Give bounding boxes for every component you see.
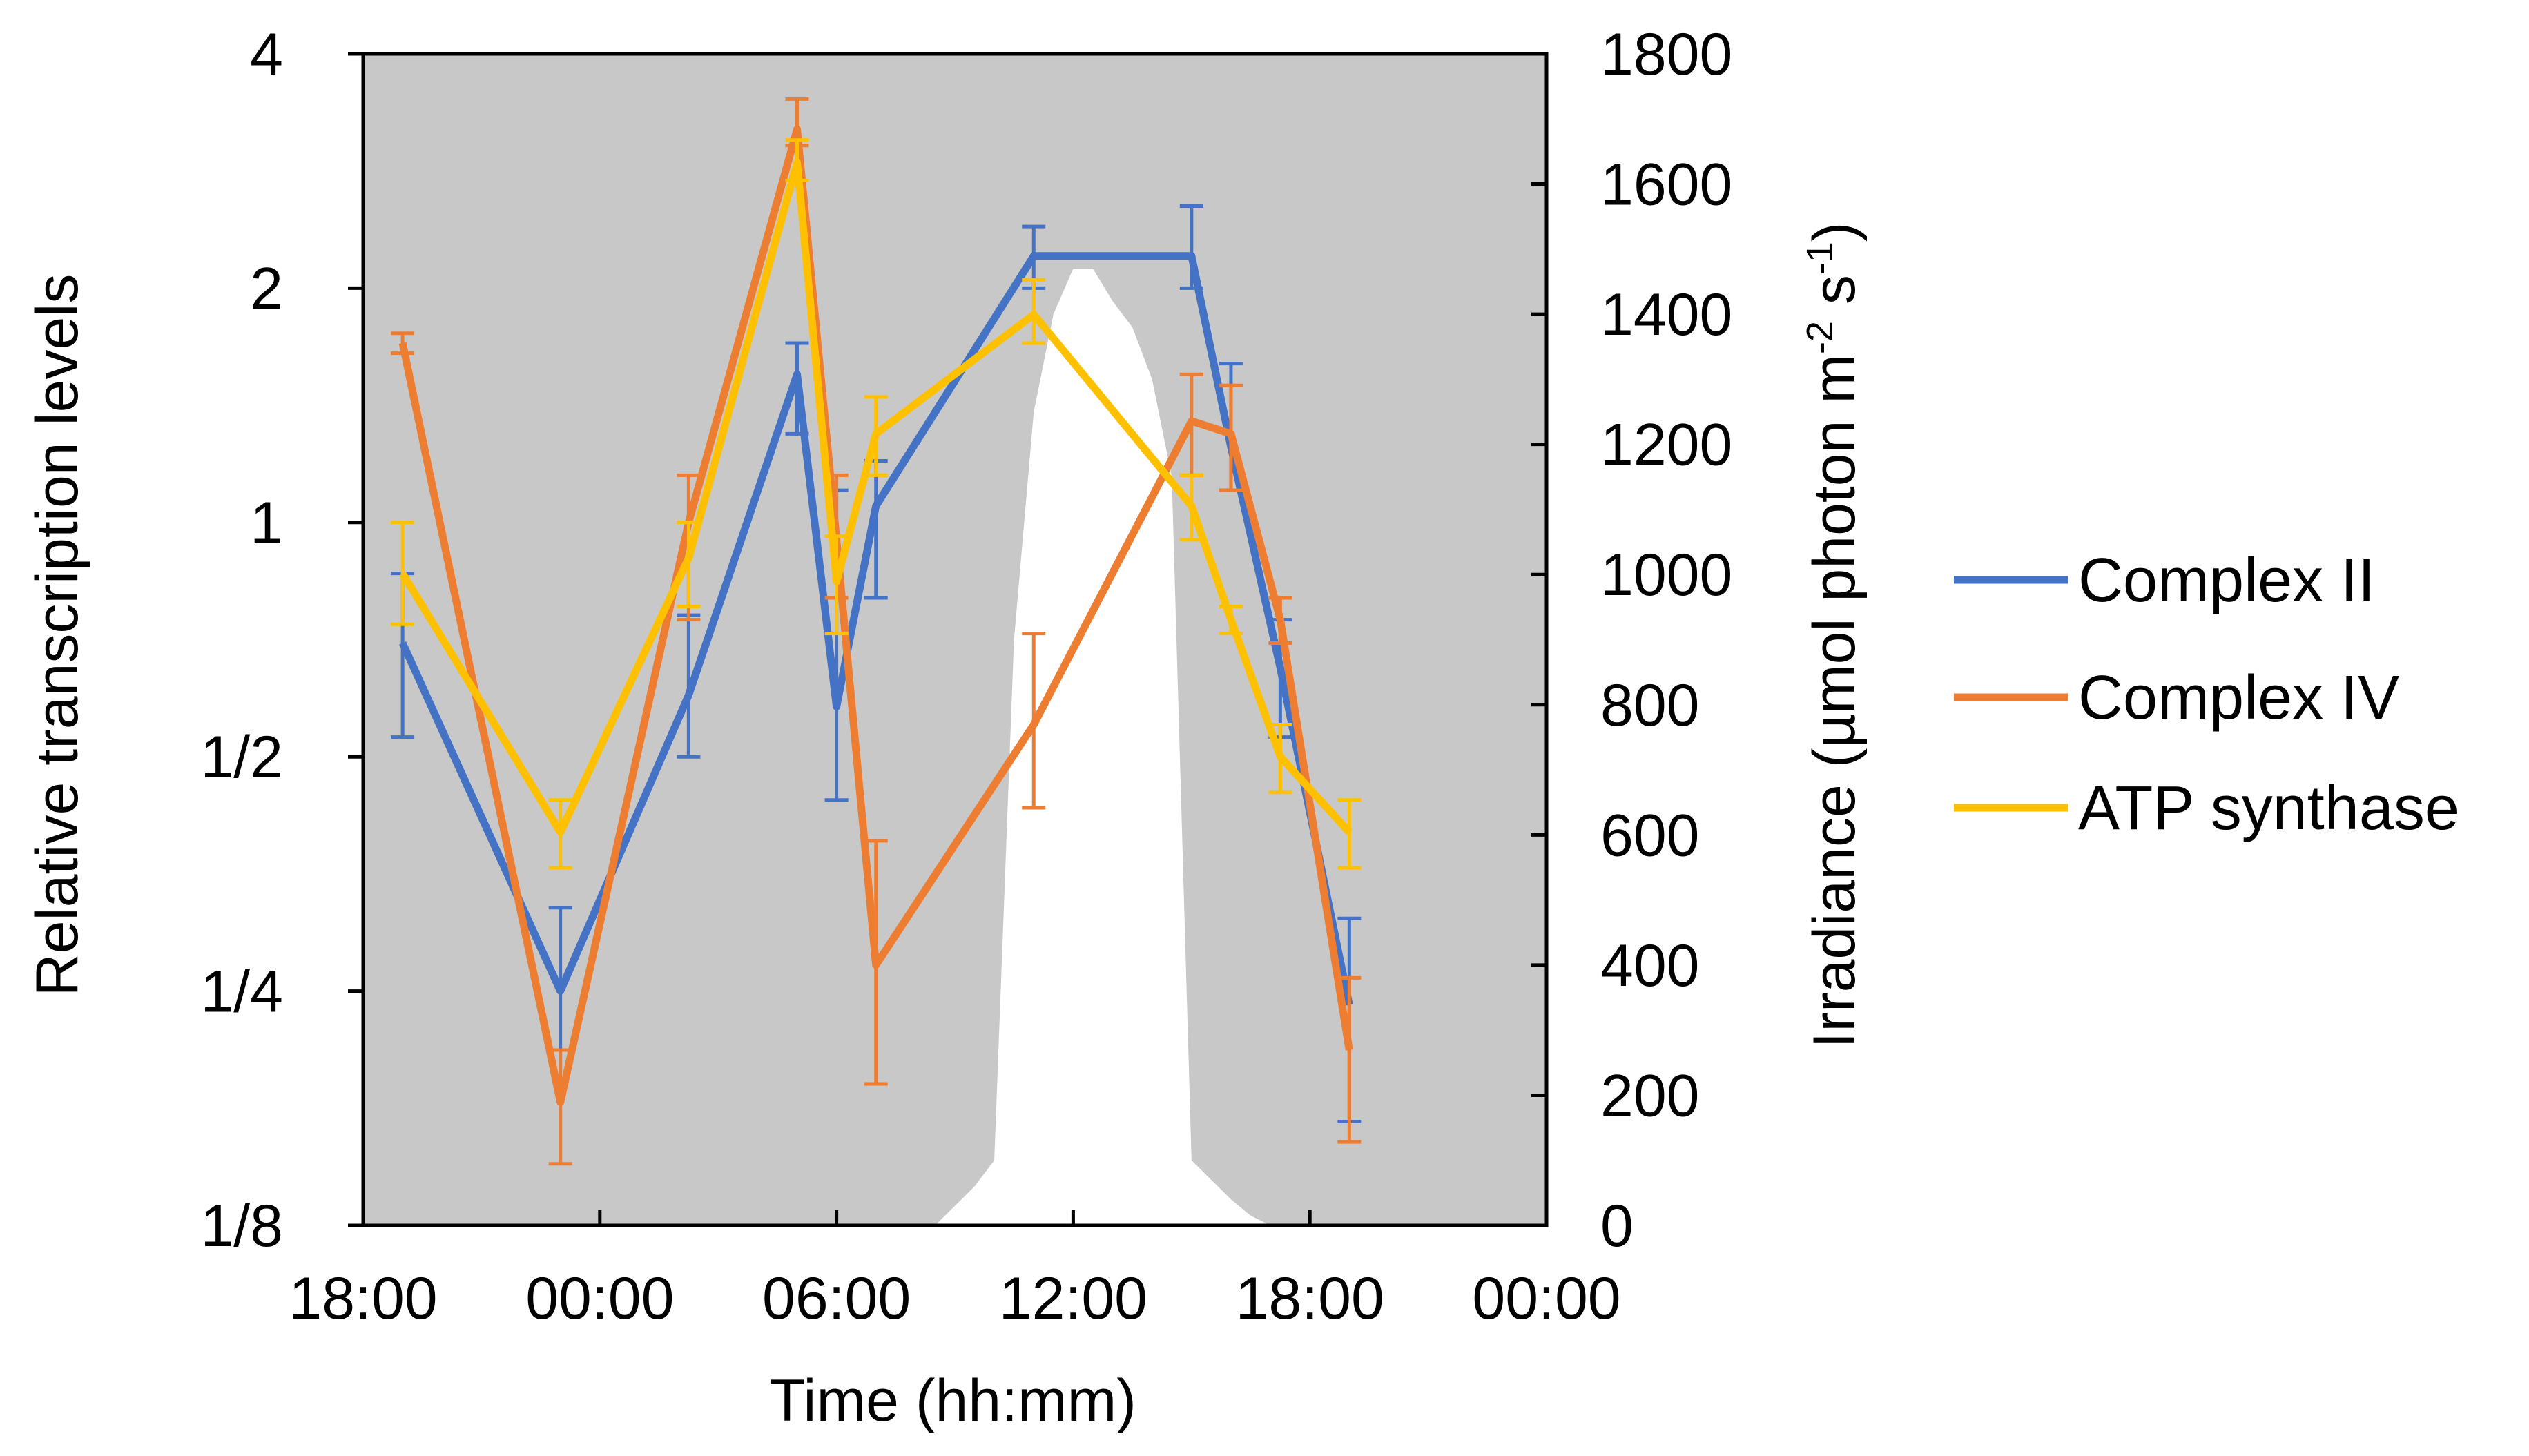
y-tick-label: 1 — [250, 490, 283, 556]
y2-axis-title-part-2: s — [1801, 275, 1868, 321]
legend-item-complex-iv: Complex IV — [1954, 663, 2399, 732]
data-point-complex-iv — [1279, 619, 1281, 621]
x-tick-label: 00:00 — [1472, 1265, 1620, 1332]
y2-axis-title-sup-2: -1 — [1799, 242, 1841, 275]
y2-axis-title: Irradiance (µmol photon m-2 s-1) — [1799, 222, 1868, 1048]
plot-frame — [361, 52, 1549, 1227]
y2-axis-title-part-3: ) — [1801, 222, 1868, 242]
data-point-atp-synthase — [1230, 619, 1232, 621]
data-point-atp-synthase — [402, 572, 404, 574]
data-point-complex-ii — [1033, 255, 1035, 257]
data-point-complex-ii — [1190, 255, 1192, 257]
data-point-atp-synthase — [1279, 756, 1281, 758]
data-point-atp-synthase — [875, 433, 877, 435]
irradiance-area — [935, 269, 1271, 1226]
error-bar-atp-synthase — [1337, 798, 1362, 870]
series-complex-iv — [391, 97, 1362, 1166]
data-point-complex-ii — [402, 642, 404, 644]
data-point-atp-synthase — [796, 162, 798, 164]
data-point-complex-ii — [796, 373, 798, 376]
x-tick-label: 18:00 — [1236, 1265, 1384, 1332]
data-point-atp-synthase — [1190, 505, 1192, 507]
y-tick-label: 1/2 — [200, 724, 283, 790]
y-tick-label: 1/8 — [200, 1193, 283, 1259]
x-tick-label: 12:00 — [999, 1265, 1147, 1332]
y-tick-label: 2 — [250, 255, 283, 322]
data-point-complex-ii — [835, 706, 837, 708]
data-point-atp-synthase — [1348, 831, 1350, 833]
y2-tick-label: 0 — [1600, 1193, 1634, 1259]
data-point-complex-iv — [559, 1101, 561, 1103]
y-tick-label: 4 — [250, 21, 283, 88]
plot-area — [363, 54, 1547, 1225]
data-point-complex-iv — [1190, 420, 1192, 422]
y2-tick-label: 1400 — [1600, 282, 1732, 348]
data-point-complex-ii — [875, 505, 877, 507]
legend-label-complex-ii: Complex II — [2078, 546, 2375, 615]
data-point-complex-iv — [1033, 724, 1035, 726]
y-axis-title: Relative transcription levels — [24, 274, 90, 997]
y2-axis-title-sup-1: -2 — [1799, 321, 1841, 354]
data-point-atp-synthase — [688, 557, 690, 559]
y2-tick-label: 600 — [1600, 802, 1700, 868]
y2-tick-label: 1000 — [1600, 542, 1732, 608]
y2-tick-label: 1600 — [1600, 152, 1732, 218]
legend-label-atp-synthase: ATP synthase — [2078, 774, 2459, 843]
legend-label-complex-iv: Complex IV — [2078, 663, 2399, 732]
x-tick-label: 06:00 — [762, 1265, 911, 1332]
y2-tick-label: 800 — [1600, 672, 1700, 739]
data-point-complex-ii — [1279, 667, 1281, 669]
y-tick-label: 1/4 — [200, 959, 283, 1025]
series-atp-synthase — [391, 138, 1362, 870]
data-point-complex-iv — [875, 964, 877, 966]
y2-axis-title-part-1: Irradiance (µmol photon m — [1801, 354, 1868, 1049]
data-point-complex-iv — [1348, 1049, 1350, 1051]
x-axis-title: Time (hh:mm) — [769, 1368, 1136, 1434]
data-point-complex-iv — [796, 128, 798, 130]
data-point-complex-iv — [1230, 433, 1232, 435]
x-tick-label: 00:00 — [525, 1265, 674, 1332]
y2-tick-label: 1800 — [1600, 21, 1732, 88]
data-point-complex-ii — [688, 694, 690, 696]
data-point-complex-ii — [559, 990, 561, 992]
x-tick-label: 18:00 — [289, 1265, 437, 1332]
data-point-atp-synthase — [1033, 313, 1035, 316]
legend: Complex II Complex IV ATP synthase — [1954, 546, 2459, 843]
data-point-complex-iv — [402, 342, 404, 344]
legend-item-complex-ii: Complex II — [1954, 546, 2375, 615]
legend-item-atp-synthase: ATP synthase — [1954, 774, 2459, 843]
data-point-atp-synthase — [835, 581, 837, 583]
y2-tick-label: 400 — [1600, 933, 1700, 999]
y2-tick-label: 200 — [1600, 1062, 1700, 1129]
y2-tick-label: 1200 — [1600, 412, 1732, 478]
data-point-atp-synthase — [559, 831, 561, 833]
